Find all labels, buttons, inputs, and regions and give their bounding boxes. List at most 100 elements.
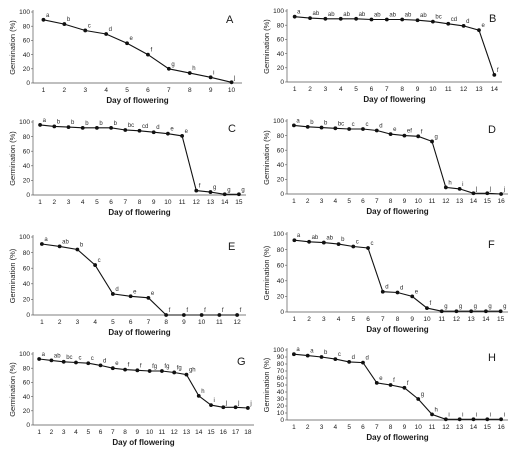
data-point <box>209 403 213 408</box>
significance-letter: ef <box>407 129 412 135</box>
data-point <box>469 309 474 314</box>
x-tick-label: 9 <box>136 429 140 436</box>
y-tick-label: 80 <box>277 22 285 29</box>
data-point <box>235 313 240 317</box>
significance-letter: f <box>421 129 423 135</box>
x-axis-title: Day of flowering <box>366 325 428 334</box>
x-tick-label: 16 <box>220 429 228 436</box>
x-tick-label: 10 <box>228 87 236 94</box>
x-tick-label: 9 <box>403 198 407 205</box>
significance-letter: e <box>393 127 397 133</box>
y-axis-title: Germination (%) <box>8 131 17 186</box>
y-tick-label: 0 <box>26 80 30 87</box>
x-tick-label: 14 <box>221 199 229 206</box>
data-point <box>123 367 127 372</box>
x-tick-label: 15 <box>497 316 505 323</box>
x-axis-title: Day of flowering <box>366 433 428 442</box>
x-tick-label: 11 <box>429 424 436 431</box>
x-tick-label: 4 <box>93 319 97 326</box>
data-point <box>93 263 98 267</box>
data-point <box>184 372 189 377</box>
data-point <box>461 24 466 28</box>
y-tick-label: 0 <box>280 309 284 316</box>
significance-letter: j <box>233 75 235 81</box>
significance-letter: b <box>80 242 84 248</box>
x-tick-label: 5 <box>111 319 115 326</box>
x-tick-label: 7 <box>381 316 385 323</box>
x-tick-label: 4 <box>337 316 341 323</box>
data-point <box>336 242 341 247</box>
panel-label: G <box>237 356 246 368</box>
data-point <box>347 360 352 364</box>
data-point <box>110 292 115 296</box>
data-point <box>49 358 54 363</box>
significance-letter: a <box>44 237 48 243</box>
data-point <box>323 16 328 21</box>
significance-letter: ab <box>326 236 333 242</box>
x-axis-title: Day of flowering <box>363 95 425 104</box>
significance-letter: d <box>103 358 106 364</box>
significance-letter: b <box>71 120 75 126</box>
y-tick-label: 40 <box>23 52 31 59</box>
data-point <box>430 139 434 144</box>
significance-letter: j <box>503 187 505 193</box>
significance-letter: f <box>429 301 431 307</box>
y-tick-label: 100 <box>273 347 284 354</box>
x-tick-label: 3 <box>320 424 324 431</box>
significance-letter: bc <box>128 123 134 129</box>
significance-letter: h <box>192 66 195 72</box>
significance-letter: i <box>213 70 214 76</box>
data-point <box>374 128 379 133</box>
y-tick-label: 60 <box>277 375 285 382</box>
significance-letter: g <box>459 304 462 310</box>
data-point <box>151 130 156 135</box>
significance-letter: c <box>371 241 374 247</box>
y-axis-title: Germination (%) <box>262 245 271 300</box>
data-point <box>222 192 227 197</box>
significance-letter: a <box>296 347 300 353</box>
data-point <box>172 370 177 375</box>
significance-letter: g <box>171 62 174 68</box>
y-tick-label: 100 <box>19 351 30 358</box>
data-point <box>39 242 44 246</box>
y-tick-label: 100 <box>19 234 30 241</box>
x-axis-title: Day of flowering <box>106 96 168 105</box>
x-tick-label: 15 <box>207 429 215 436</box>
data-point <box>61 359 66 364</box>
significance-letter: d <box>109 27 112 33</box>
data-point <box>221 405 226 410</box>
panel-label: F <box>488 239 495 251</box>
x-tick-label: 13 <box>456 424 464 431</box>
significance-letter: ab <box>389 13 396 19</box>
x-tick-label: 7 <box>123 199 127 206</box>
data-point <box>74 360 78 365</box>
significance-letter: b <box>85 121 89 127</box>
data-point <box>457 186 462 191</box>
data-point <box>333 357 338 361</box>
data-point <box>62 22 67 26</box>
significance-letter: ab <box>420 13 427 19</box>
significance-letter: a <box>296 118 300 124</box>
x-tick-label: 16 <box>497 424 505 431</box>
data-point <box>166 66 171 71</box>
data-point <box>416 397 421 401</box>
x-tick-label: 8 <box>400 86 404 93</box>
x-tick-label: 6 <box>370 86 374 93</box>
significance-letter: ab <box>343 12 350 18</box>
y-tick-label: 0 <box>26 192 30 199</box>
x-tick-label: 8 <box>164 319 168 326</box>
data-point <box>402 385 407 390</box>
x-tick-label: 13 <box>468 316 476 323</box>
data-point <box>333 126 338 131</box>
y-tick-label: 40 <box>277 51 285 58</box>
data-point <box>233 405 238 410</box>
x-tick-label: 4 <box>74 429 78 436</box>
significance-letter: d <box>385 285 388 291</box>
significance-letter: ab <box>312 235 319 241</box>
x-tick-label: 12 <box>171 429 179 436</box>
significance-letter: d <box>365 356 368 362</box>
y-tick-label: 0 <box>280 79 284 86</box>
data-point <box>164 313 169 317</box>
